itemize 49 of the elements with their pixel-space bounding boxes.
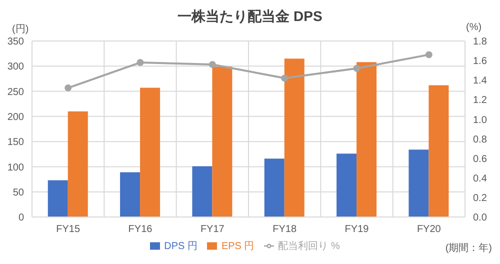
point <box>353 64 360 72</box>
point <box>208 60 216 68</box>
y2-tick-label: 1.4 <box>473 76 488 87</box>
y2-tick-label: 0.2 <box>473 192 488 204</box>
y2-tick-label: 1.6 <box>473 56 488 68</box>
bar <box>120 172 140 217</box>
point <box>281 74 288 82</box>
legend-label: EPS 円 <box>221 241 254 252</box>
y-axis-title: (円) <box>12 23 29 36</box>
bar <box>192 166 212 217</box>
y2-tick-label: 1.2 <box>473 95 488 106</box>
y-tick-label: 250 <box>7 86 24 98</box>
bar <box>68 111 88 217</box>
y2-tick-label: 0.6 <box>473 154 488 165</box>
y-tick-label: 200 <box>7 112 24 123</box>
legend-label: DPS 円 <box>164 241 198 252</box>
y2-tick-label: 0.0 <box>473 212 488 224</box>
text: (期間：年) <box>445 242 492 255</box>
bar <box>408 150 429 217</box>
y2-tick-label: 1.8 <box>473 36 488 48</box>
x-tick-label: FY16 <box>128 224 153 236</box>
y-tick-label: 50 <box>12 187 24 198</box>
y-tick-label: 0 <box>18 212 24 224</box>
x-tick-label: FY15 <box>56 224 80 236</box>
bar <box>356 62 377 217</box>
bar <box>284 58 304 217</box>
legend-label: 配当利回り % <box>278 241 340 252</box>
y2-tick-label: 0.4 <box>473 173 488 184</box>
x-tick-label: FY20 <box>416 224 442 236</box>
bar <box>428 85 449 217</box>
point <box>136 59 144 66</box>
y2-axis-title: (%) <box>466 22 482 33</box>
bar <box>212 66 232 217</box>
bar <box>48 180 68 217</box>
y2-tick-label: 1.0 <box>473 114 488 126</box>
y-tick-label: 100 <box>7 162 24 174</box>
y2-tick-label: 0.8 <box>473 134 488 146</box>
x-tick-label: FY17 <box>200 224 225 236</box>
x-tick-label: FY18 <box>272 224 297 236</box>
x-tick-label: FY19 <box>344 224 370 236</box>
bar <box>336 154 357 217</box>
chart-title: 一株当たり配当金 DPS <box>178 8 322 24</box>
bar <box>264 158 284 217</box>
y-tick-label: 350 <box>7 36 24 48</box>
point <box>425 51 432 58</box>
y-tick-label: 300 <box>7 62 24 73</box>
point <box>64 84 72 92</box>
bar <box>140 88 160 217</box>
y-tick-label: 150 <box>7 137 24 148</box>
